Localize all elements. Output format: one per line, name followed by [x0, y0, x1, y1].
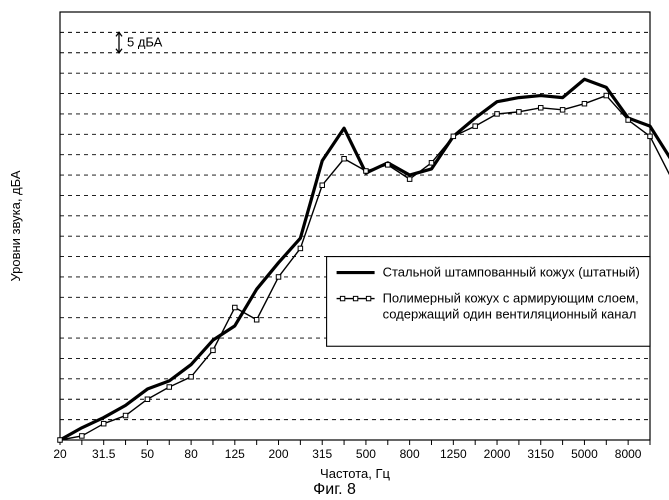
- series-marker-polymer: [189, 375, 194, 380]
- x-tick-label: 8000: [615, 447, 642, 461]
- scale-marker-label: 5 дБА: [127, 35, 163, 50]
- legend-label: содержащий один вентиляционный канал: [383, 307, 637, 322]
- legend-label: Стальной штампованный кожух (штатный): [383, 265, 640, 280]
- series-marker-polymer: [211, 348, 216, 353]
- legend-swatch-marker: [366, 296, 370, 300]
- x-tick-label: 315: [312, 447, 332, 461]
- series-marker-polymer: [254, 318, 259, 323]
- x-axis-label: Частота, Гц: [320, 466, 390, 481]
- series-marker-polymer: [429, 161, 434, 166]
- series-marker-polymer: [58, 438, 63, 443]
- figure-caption: Фиг. 8: [313, 481, 356, 498]
- series-marker-polymer: [276, 275, 281, 280]
- series-marker-polymer: [298, 246, 303, 251]
- series-marker-polymer: [167, 385, 172, 390]
- x-tick-label: 20: [53, 447, 67, 461]
- legend-swatch-marker: [340, 296, 344, 300]
- series-marker-polymer: [80, 434, 85, 439]
- series-marker-polymer: [560, 108, 565, 113]
- series-marker-polymer: [451, 134, 456, 139]
- series-marker-polymer: [473, 124, 478, 129]
- x-tick-label: 1250: [440, 447, 467, 461]
- series-marker-polymer: [582, 101, 587, 106]
- x-tick-label: 3150: [527, 447, 554, 461]
- series-marker-polymer: [145, 397, 150, 402]
- series-marker-polymer: [407, 177, 412, 182]
- x-tick-label: 500: [356, 447, 376, 461]
- series-marker-polymer: [123, 413, 128, 418]
- y-axis-label: Уровни звука, дБА: [8, 170, 23, 281]
- series-marker-polymer: [604, 93, 609, 98]
- series-marker-polymer: [386, 163, 391, 168]
- series-marker-polymer: [495, 112, 500, 117]
- series-marker-polymer: [626, 118, 631, 123]
- x-tick-label: 800: [400, 447, 420, 461]
- series-marker-polymer: [233, 305, 238, 310]
- x-tick-label: 125: [225, 447, 245, 461]
- plot-area: [60, 12, 650, 440]
- legend-label: Полимерный кожух с армирующим слоем,: [383, 291, 639, 306]
- x-tick-label: 31.5: [92, 447, 116, 461]
- x-tick-label: 5000: [571, 447, 598, 461]
- series-marker-polymer: [342, 156, 347, 161]
- legend-swatch-marker: [353, 296, 357, 300]
- series-marker-polymer: [320, 183, 325, 188]
- x-tick-label: 200: [269, 447, 289, 461]
- x-tick-label: 50: [141, 447, 155, 461]
- series-marker-polymer: [517, 110, 522, 115]
- series-marker-polymer: [364, 169, 369, 174]
- series-marker-polymer: [101, 421, 106, 426]
- series-marker-polymer: [538, 106, 543, 111]
- series-marker-polymer: [648, 134, 653, 139]
- x-tick-label: 2000: [484, 447, 511, 461]
- x-tick-label: 80: [184, 447, 198, 461]
